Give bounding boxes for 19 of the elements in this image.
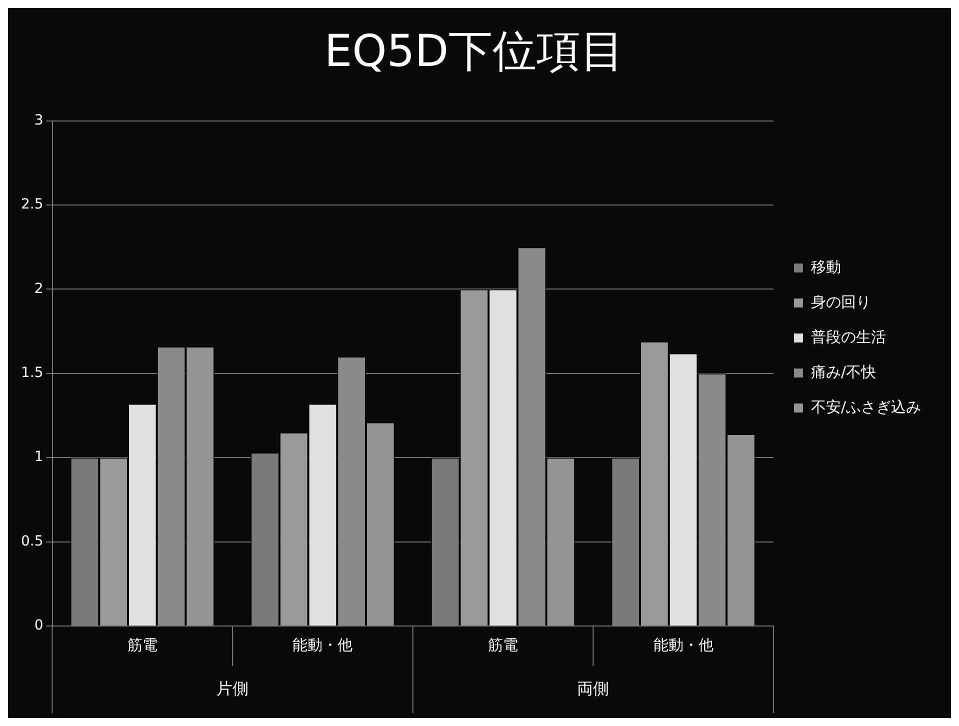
x-tick-label: 筋電 bbox=[127, 636, 158, 654]
text: 両側 bbox=[577, 679, 610, 698]
y-tick-label: 2.5 bbox=[21, 196, 44, 213]
x-tick-label: 能動・他 bbox=[653, 636, 714, 654]
legend-label: 不安/ふさぎ込み bbox=[810, 398, 922, 416]
legend-label: 痛み/不快 bbox=[810, 362, 876, 381]
legend-label: 普段の生活 bbox=[810, 328, 886, 346]
y-tick-label: 1 bbox=[34, 449, 44, 466]
y-tick-label: 1.5 bbox=[21, 365, 44, 382]
y-tick-label: 0.5 bbox=[21, 533, 44, 550]
x-tick-label: 能動・他 bbox=[292, 636, 353, 654]
text: 片側 bbox=[216, 679, 249, 698]
legend-label: 身の回り bbox=[810, 292, 871, 311]
x-tick-label: 筋電 bbox=[488, 636, 518, 654]
y-tick-label: 2 bbox=[34, 280, 44, 297]
chart-title: EQ5D下位項目 bbox=[324, 26, 625, 77]
legend-label: 移動 bbox=[810, 258, 841, 276]
y-tick-label: 0 bbox=[34, 618, 44, 634]
y-tick-label: 3 bbox=[34, 112, 44, 128]
